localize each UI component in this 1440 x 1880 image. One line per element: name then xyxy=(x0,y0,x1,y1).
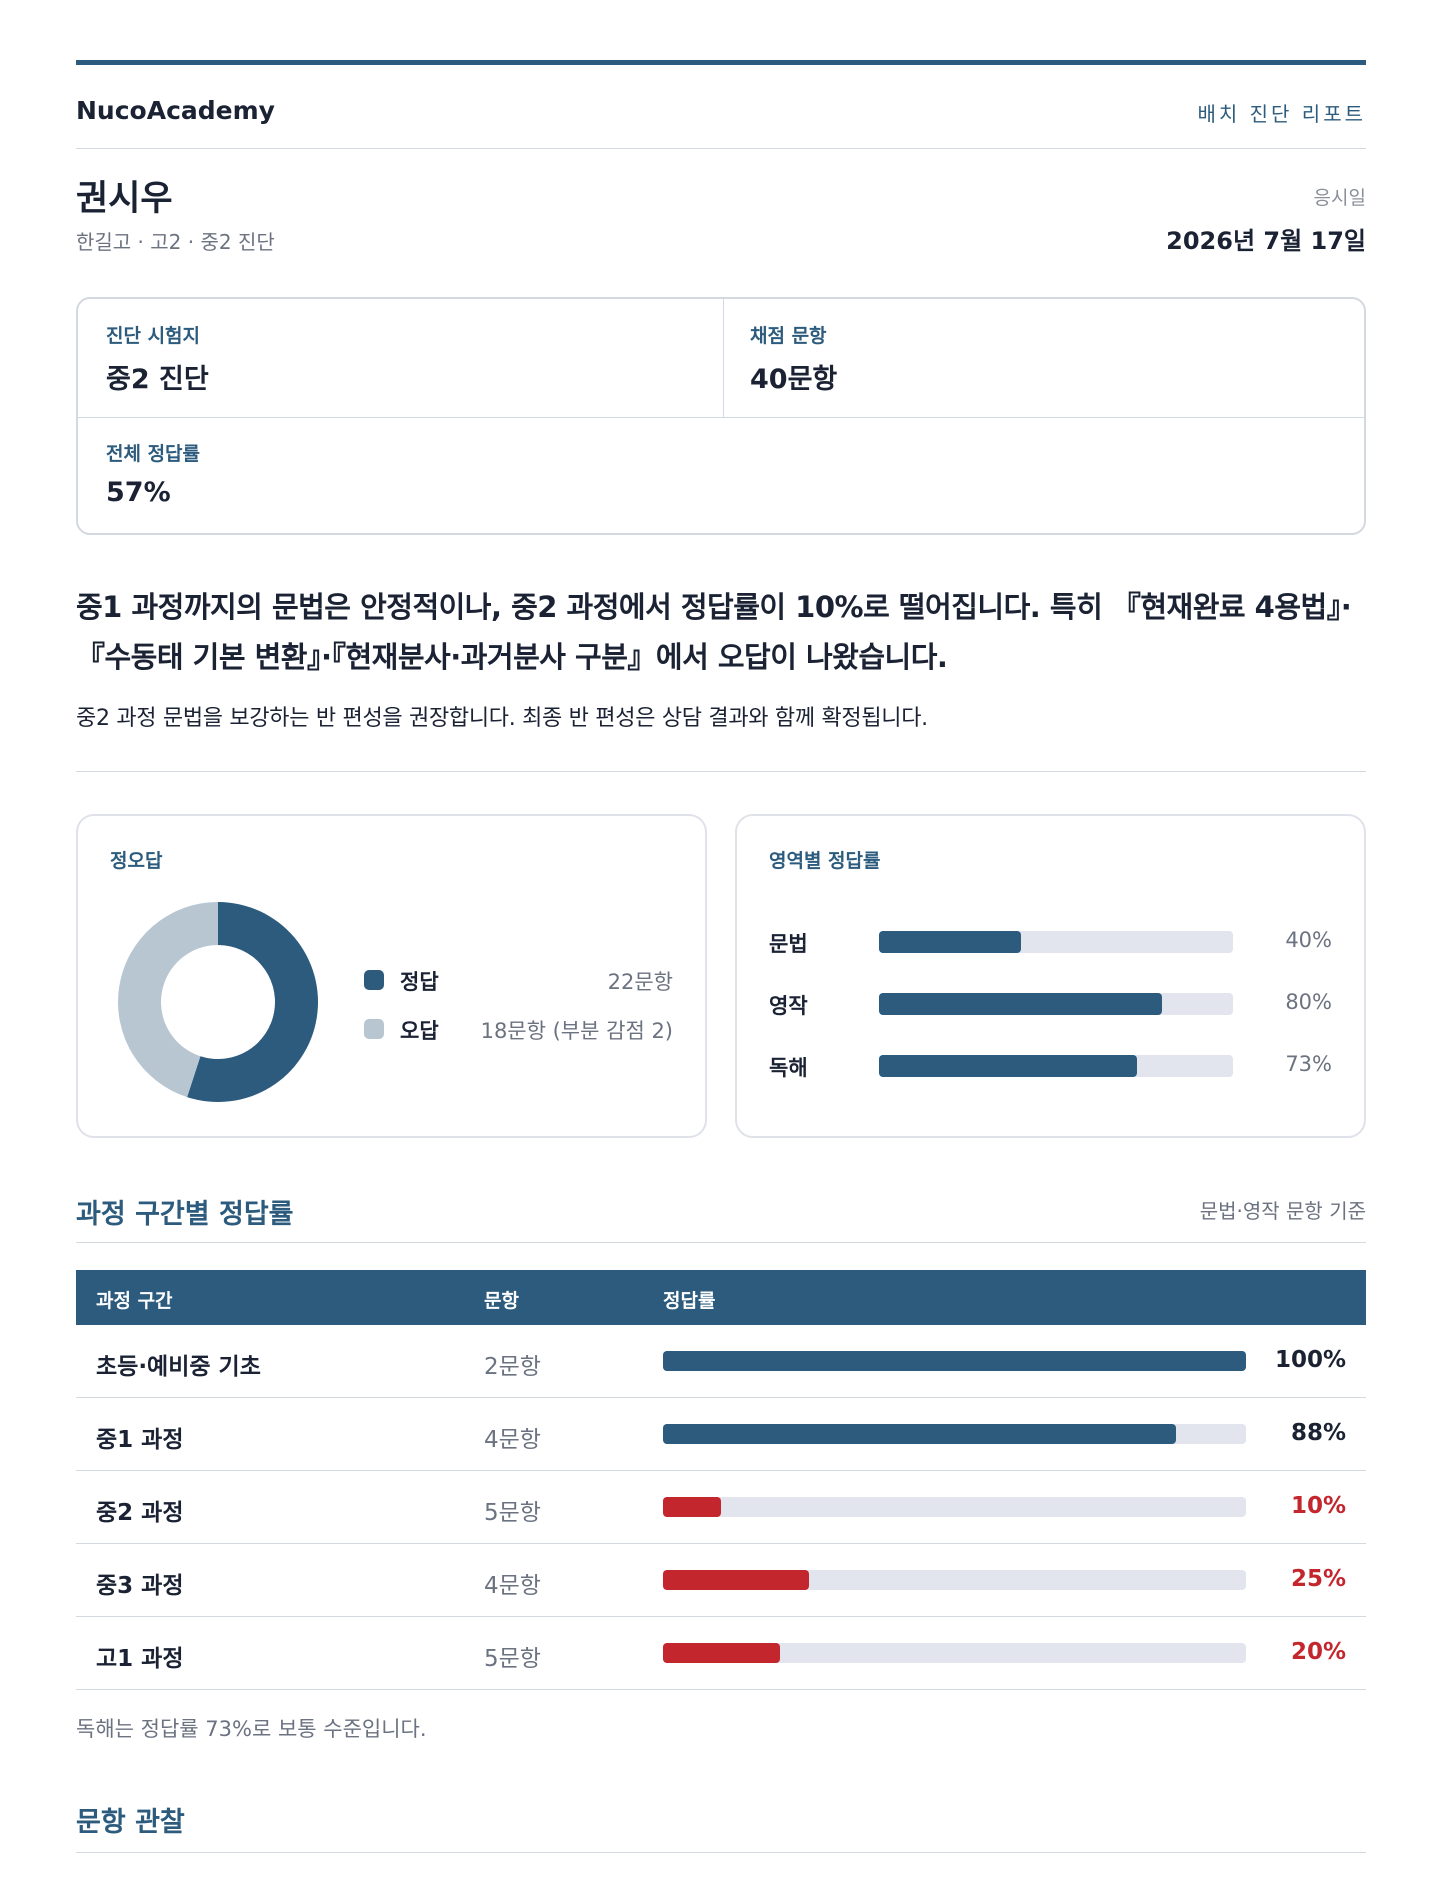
segments-divider xyxy=(76,1242,1366,1243)
segments-section-note: 문법·영작 문항 기준 xyxy=(1199,1199,1366,1223)
brand-name: NucoAcademy xyxy=(76,96,275,125)
donut-slice-correct xyxy=(187,902,318,1102)
area-bar-track xyxy=(879,931,1233,953)
legend-label-wrong: 오답 xyxy=(400,1019,439,1043)
recommendation-text: 중2 과정 문법을 보강하는 반 편성을 권장합니다. 최종 반 편성은 상담 … xyxy=(76,706,928,731)
exam-value: 중2 진단 xyxy=(106,364,209,395)
area-bar-fill xyxy=(879,993,1163,1015)
reading-footnote: 독해는 정답률 73%로 보통 수준입니다. xyxy=(76,1717,427,1741)
table-row: 중2 과정 5문항 10% xyxy=(76,1471,1366,1544)
row-bar-fill xyxy=(663,1570,809,1590)
table-row: 중1 과정 4문항 88% xyxy=(76,1398,1366,1471)
row-segment: 고1 과정 xyxy=(96,1646,184,1672)
row-count: 4문항 xyxy=(484,1427,541,1453)
row-percent: 10% xyxy=(1290,1493,1346,1519)
row-bar-track xyxy=(663,1497,1246,1517)
summary-box: 진단 시험지 중2 진단 채점 문항 40문항 전체 정답률 57% xyxy=(76,297,1366,535)
answers-card-title: 정오답 xyxy=(110,850,163,872)
header-segment: 과정 구간 xyxy=(96,1290,173,1312)
area-label: 문법 xyxy=(769,932,808,956)
table-row: 고1 과정 5문항 20% xyxy=(76,1617,1366,1690)
legend-value-wrong: 18문항 (부분 감점 2) xyxy=(480,1019,673,1043)
observations-section-title: 문항 관찰 xyxy=(76,1807,185,1838)
legend-label-correct: 정답 xyxy=(400,970,439,994)
row-segment: 초등·예비중 기초 xyxy=(96,1354,261,1380)
answers-donut-chart xyxy=(118,902,318,1102)
header-accuracy: 정답률 xyxy=(663,1290,716,1312)
row-bar-track xyxy=(663,1351,1246,1371)
row-count: 5문항 xyxy=(484,1500,541,1526)
row-count: 2문항 xyxy=(484,1354,541,1380)
segments-section-title: 과정 구간별 정답률 xyxy=(76,1199,294,1230)
row-percent: 20% xyxy=(1290,1639,1346,1665)
row-bar-track xyxy=(663,1424,1246,1444)
row-percent: 25% xyxy=(1290,1566,1346,1592)
items-value: 40문항 xyxy=(750,364,838,395)
accuracy-label: 전체 정답률 xyxy=(106,443,201,465)
donut-slice-wrong xyxy=(118,902,218,1098)
area-bar-track xyxy=(879,1055,1233,1077)
student-meta: 한길고 · 고2 · 중2 진단 xyxy=(76,230,275,254)
row-segment: 중2 과정 xyxy=(96,1500,184,1526)
row-percent: 88% xyxy=(1290,1420,1346,1446)
table-row: 중3 과정 4문항 25% xyxy=(76,1544,1366,1617)
row-bar-fill xyxy=(663,1643,780,1663)
exam-date: 2026년 7월 17일 xyxy=(1166,227,1366,255)
row-bar-fill xyxy=(663,1497,722,1517)
area-percent: 73% xyxy=(1285,1052,1332,1076)
row-segment: 중3 과정 xyxy=(96,1573,184,1599)
header-divider xyxy=(76,148,1366,149)
area-bar-fill xyxy=(879,931,1021,953)
lead-summary: 중1 과정까지의 문법은 안정적이나, 중2 과정에서 정답률이 10%로 떨어… xyxy=(76,590,1352,674)
row-bar-track xyxy=(663,1570,1246,1590)
row-count: 5문항 xyxy=(484,1646,541,1672)
answers-card: 정오답 정답 22문항 오답 18문항 (부분 감점 2) xyxy=(76,814,707,1138)
header-count: 문항 xyxy=(484,1290,519,1312)
items-label: 채점 문항 xyxy=(750,325,827,347)
row-count: 4문항 xyxy=(484,1573,541,1599)
student-name: 권시우 xyxy=(76,179,173,219)
accuracy-value: 57% xyxy=(106,477,171,508)
legend-swatch-wrong xyxy=(364,1019,384,1039)
area-bar-fill xyxy=(879,1055,1138,1077)
summary-divider-horizontal xyxy=(78,417,1364,418)
observations-divider xyxy=(76,1852,1366,1853)
area-bar-track xyxy=(879,993,1233,1015)
row-segment: 중1 과정 xyxy=(96,1427,184,1453)
top-accent-bar xyxy=(76,60,1366,65)
row-bar-fill xyxy=(663,1424,1177,1444)
areas-card: 영역별 정답률 문법 40% 영작 80% 독해 73% xyxy=(735,814,1366,1138)
segments-table-header: 과정 구간 문항 정답률 xyxy=(76,1270,1366,1325)
area-label: 독해 xyxy=(769,1056,808,1080)
row-bar-fill xyxy=(663,1351,1246,1371)
area-percent: 40% xyxy=(1285,928,1332,952)
legend-swatch-correct xyxy=(364,970,384,990)
summary-divider-vertical xyxy=(723,299,724,417)
area-percent: 80% xyxy=(1285,990,1332,1014)
section-divider xyxy=(76,771,1366,772)
area-label: 영작 xyxy=(769,994,808,1018)
exam-date-label: 응시일 xyxy=(1313,187,1366,209)
report-type-label: 배치 진단 리포트 xyxy=(1197,102,1366,126)
exam-label: 진단 시험지 xyxy=(106,325,201,347)
legend-value-correct: 22문항 xyxy=(607,970,673,994)
row-percent: 100% xyxy=(1274,1347,1346,1373)
areas-card-title: 영역별 정답률 xyxy=(769,850,881,872)
row-bar-track xyxy=(663,1643,1246,1663)
table-row: 초등·예비중 기초 2문항 100% xyxy=(76,1325,1366,1398)
